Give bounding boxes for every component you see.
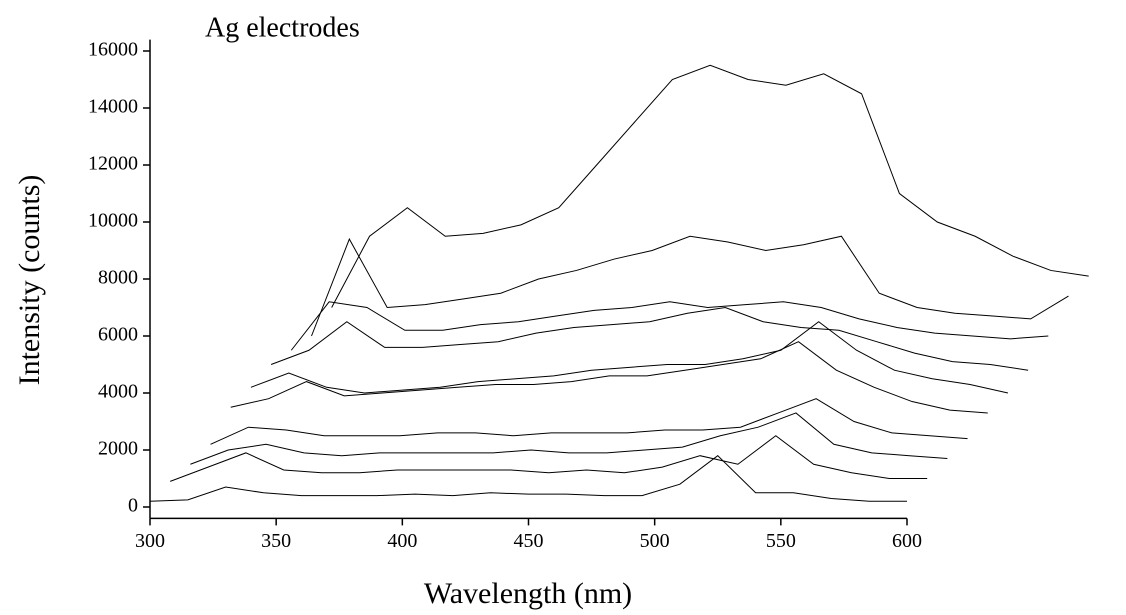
spectrum-line [311, 235, 1069, 337]
x-tick-label: 450 [514, 530, 544, 552]
x-tick-label: 600 [892, 530, 922, 552]
y-tick-label: 0 [128, 495, 138, 517]
spectrum-line [250, 321, 1009, 394]
y-tick-label: 2000 [98, 438, 138, 460]
y-tick-label: 16000 [88, 39, 138, 61]
y-tick-label: 6000 [98, 324, 138, 346]
y-tick-label: 14000 [88, 96, 138, 118]
y-tick-label: 4000 [98, 381, 138, 403]
y-tick-label: 10000 [88, 210, 138, 232]
spectrum-line [230, 341, 988, 414]
x-tick-label: 500 [640, 530, 670, 552]
x-tick-label: 550 [766, 530, 796, 552]
spectrum-line [170, 435, 928, 482]
spectrum-line [190, 412, 948, 465]
x-axis-label: Wavelength (nm) [424, 577, 632, 610]
spectrum-line [290, 301, 1049, 351]
x-tick-label: 400 [387, 530, 417, 552]
spectrum-line [331, 64, 1089, 308]
spectrum-line [210, 398, 968, 445]
spectrum-line [149, 455, 907, 502]
x-tick-label: 350 [261, 530, 291, 552]
y-axis-label: Intensity (counts) [13, 175, 46, 386]
annotation: Ag electrodes [205, 12, 360, 43]
y-tick-label: 12000 [88, 153, 138, 175]
y-tick-label: 8000 [98, 267, 138, 289]
x-tick-label: 300 [135, 530, 165, 552]
spectrum-line [270, 306, 1029, 371]
